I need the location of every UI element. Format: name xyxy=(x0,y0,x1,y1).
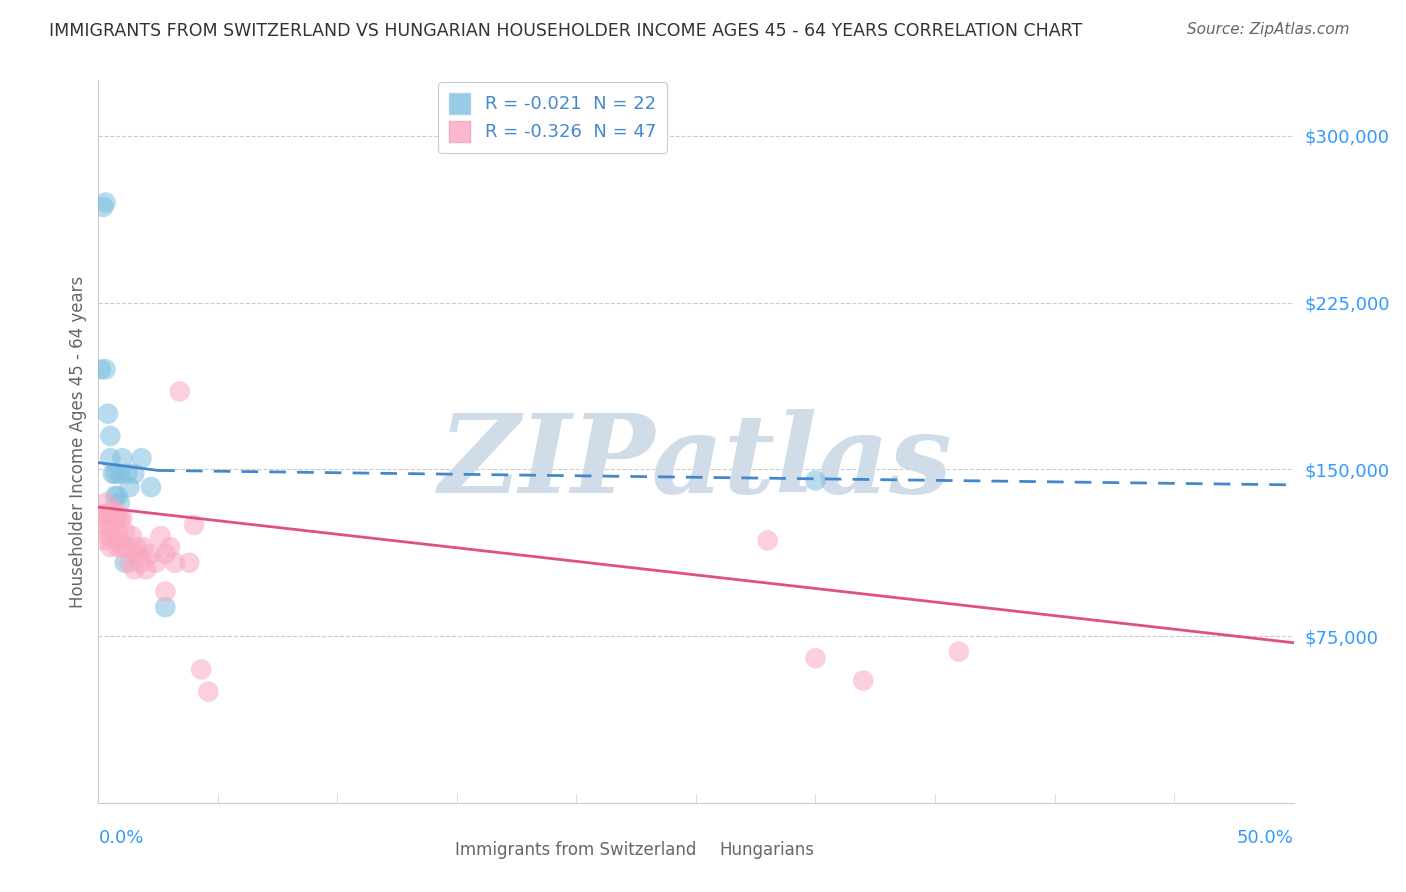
Point xyxy=(145,556,167,570)
Point xyxy=(91,200,114,214)
Point xyxy=(197,684,219,698)
Point xyxy=(125,540,148,554)
Point xyxy=(135,562,157,576)
Point xyxy=(124,562,146,576)
Point xyxy=(91,507,114,521)
Point xyxy=(94,195,117,210)
Point xyxy=(111,540,134,554)
Point xyxy=(97,507,120,521)
Point xyxy=(114,524,136,539)
Text: Hungarians: Hungarians xyxy=(720,841,815,859)
Point xyxy=(94,362,117,376)
Point xyxy=(91,533,114,548)
Point xyxy=(98,540,122,554)
Point xyxy=(107,524,129,539)
Text: Source: ZipAtlas.com: Source: ZipAtlas.com xyxy=(1187,22,1350,37)
Point xyxy=(115,540,138,554)
Point xyxy=(104,533,127,548)
Point xyxy=(104,489,127,503)
Point xyxy=(118,556,141,570)
Point xyxy=(101,529,124,543)
Point xyxy=(139,480,162,494)
Point xyxy=(107,489,129,503)
Text: Immigrants from Switzerland: Immigrants from Switzerland xyxy=(454,841,696,859)
Y-axis label: Householder Income Ages 45 - 64 years: Householder Income Ages 45 - 64 years xyxy=(69,276,87,607)
Point xyxy=(128,547,150,561)
Point xyxy=(190,662,212,676)
Point xyxy=(131,556,153,570)
Text: ZIPatlas: ZIPatlas xyxy=(439,409,953,517)
Point xyxy=(179,556,201,570)
Point xyxy=(149,529,172,543)
Text: 50.0%: 50.0% xyxy=(1237,829,1294,847)
Point xyxy=(104,467,127,481)
Point xyxy=(107,507,129,521)
Text: 0.0%: 0.0% xyxy=(98,829,143,847)
Point xyxy=(98,429,122,443)
Point xyxy=(139,547,162,561)
Point xyxy=(94,496,117,510)
Point xyxy=(111,451,134,466)
Point xyxy=(804,651,827,665)
Point xyxy=(163,556,186,570)
Point xyxy=(948,645,970,659)
Point xyxy=(94,517,117,532)
Text: IMMIGRANTS FROM SWITZERLAND VS HUNGARIAN HOUSEHOLDER INCOME AGES 45 - 64 YEARS C: IMMIGRANTS FROM SWITZERLAND VS HUNGARIAN… xyxy=(49,22,1083,40)
Point xyxy=(101,502,124,516)
Point xyxy=(852,673,875,688)
Point xyxy=(121,529,143,543)
Point xyxy=(98,517,122,532)
FancyBboxPatch shape xyxy=(643,838,672,861)
Point xyxy=(90,511,112,525)
Point xyxy=(155,547,177,561)
Point xyxy=(132,540,155,554)
FancyBboxPatch shape xyxy=(702,838,733,861)
Point xyxy=(108,511,131,525)
Point xyxy=(111,511,134,525)
Point xyxy=(804,474,827,488)
Point xyxy=(183,517,205,532)
Point xyxy=(131,451,153,466)
Point xyxy=(107,540,129,554)
Point xyxy=(155,600,177,615)
Point xyxy=(104,511,127,525)
Point xyxy=(108,496,131,510)
Point xyxy=(124,467,146,481)
Point xyxy=(108,467,131,481)
Point xyxy=(756,533,779,548)
Legend: R = -0.021  N = 22, R = -0.326  N = 47: R = -0.021 N = 22, R = -0.326 N = 47 xyxy=(439,82,666,153)
Point xyxy=(90,362,112,376)
Point xyxy=(97,407,120,421)
Point xyxy=(159,540,181,554)
Point xyxy=(101,467,124,481)
Point xyxy=(118,480,141,494)
Point xyxy=(97,529,120,543)
Point xyxy=(115,467,138,481)
Point xyxy=(108,533,131,548)
Point xyxy=(98,451,122,466)
Point xyxy=(155,584,177,599)
Point xyxy=(124,547,146,561)
Point xyxy=(114,556,136,570)
Point xyxy=(169,384,191,399)
